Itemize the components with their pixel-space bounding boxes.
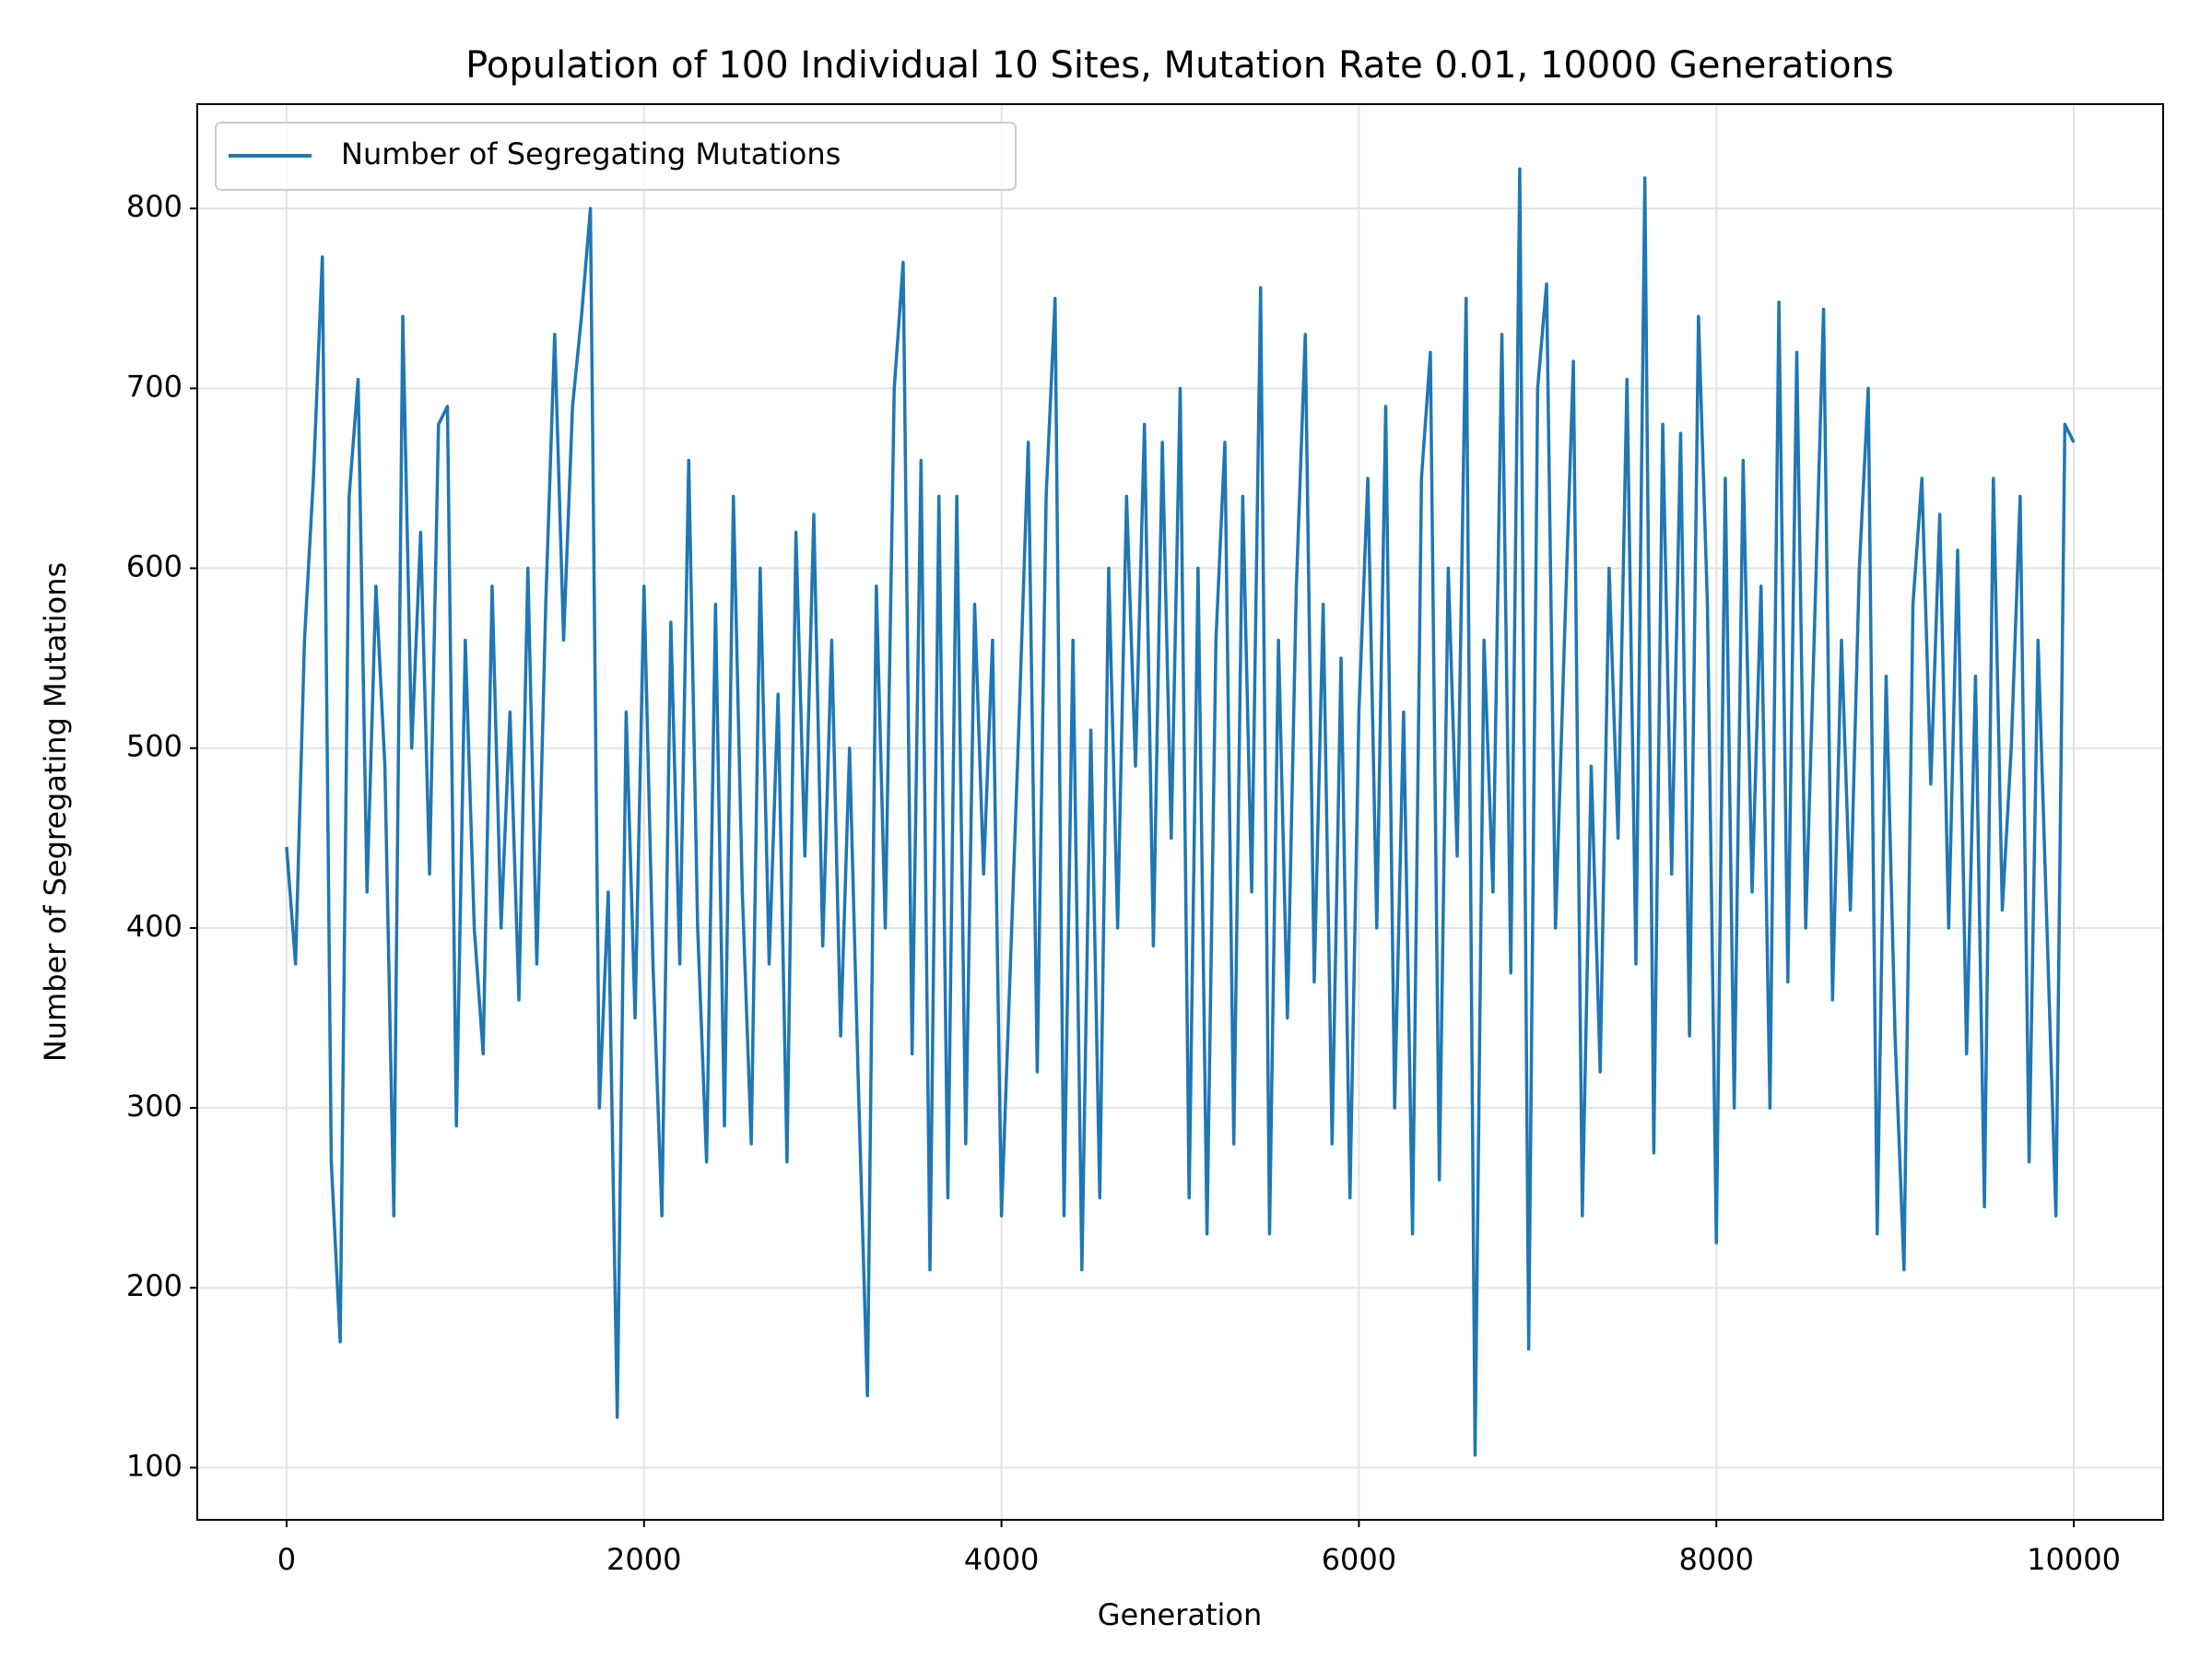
x-tick-label: 0: [277, 1542, 296, 1577]
y-tick-label: 400: [126, 909, 182, 944]
x-tick-label: 8000: [1679, 1542, 1754, 1577]
data-line: [285, 167, 2076, 1457]
y-tick-label: 100: [126, 1448, 182, 1483]
x-tick-label: 2000: [606, 1542, 681, 1577]
y-axis-label: Number of Segregating Mutations: [38, 562, 73, 1062]
plot-frame: [196, 103, 2164, 1521]
chart-title: Population of 100 Individual 10 Sites, M…: [465, 44, 1894, 87]
x-tick-label: 10000: [2027, 1542, 2121, 1577]
y-tick-label: 200: [126, 1268, 182, 1303]
x-tick-label: 4000: [964, 1542, 1039, 1577]
x-tick-label: 6000: [1322, 1542, 1396, 1577]
y-tick-label: 500: [126, 729, 182, 764]
x-axis-label: Generation: [1098, 1597, 1263, 1632]
y-tick-label: 300: [126, 1088, 182, 1124]
y-tick-label: 700: [126, 369, 182, 404]
y-tick-label: 800: [126, 189, 182, 224]
y-tick-label: 600: [126, 549, 182, 584]
legend-box: [215, 122, 1017, 191]
legend-label: Number of Segregating Mutations: [341, 136, 841, 171]
